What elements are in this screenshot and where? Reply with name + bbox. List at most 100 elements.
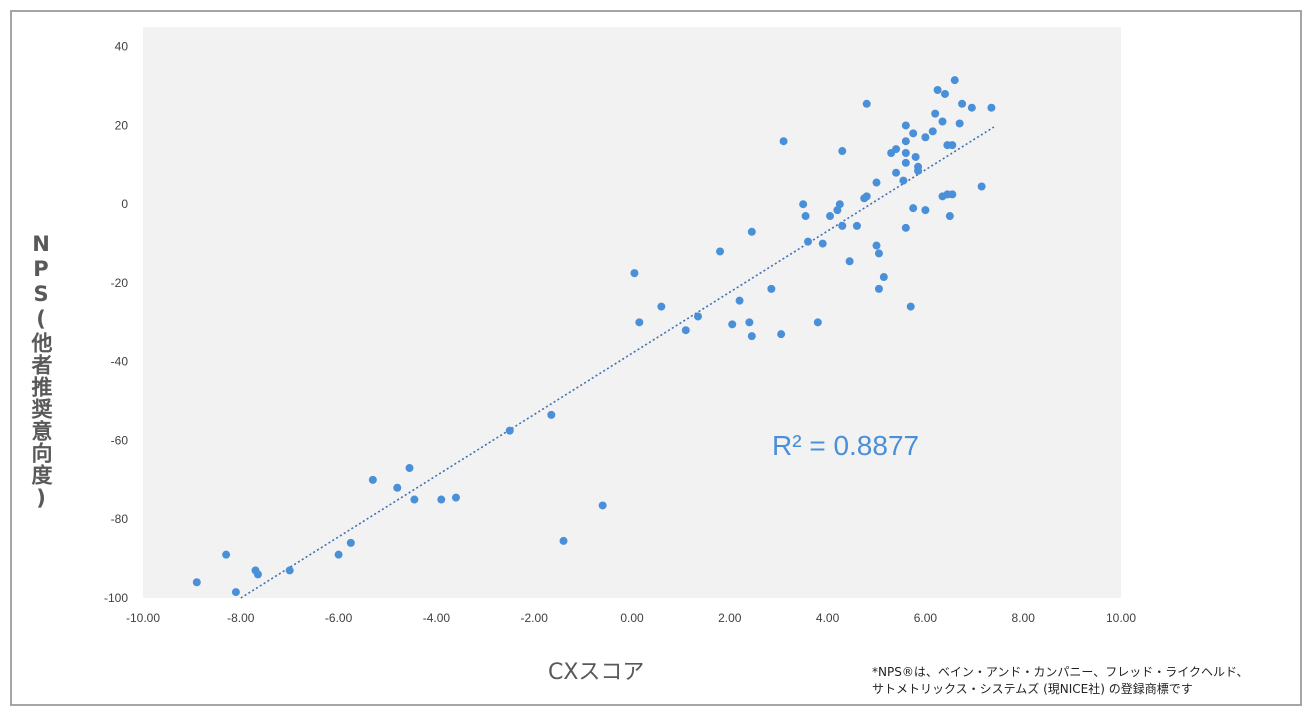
y-tick-label: -80 — [111, 512, 129, 526]
data-point — [735, 296, 744, 305]
x-tick-label: 10.00 — [1106, 611, 1136, 625]
data-point — [804, 237, 813, 246]
data-point — [813, 318, 822, 327]
data-point — [901, 223, 910, 232]
data-point — [253, 570, 262, 579]
data-point — [872, 241, 881, 250]
data-point — [728, 320, 737, 329]
x-tick-label: -2.00 — [521, 611, 549, 625]
data-point — [192, 578, 201, 587]
data-point — [928, 127, 937, 136]
data-point — [777, 330, 786, 339]
data-point — [231, 588, 240, 597]
data-point — [948, 141, 957, 150]
data-point — [909, 129, 918, 138]
x-axis-label: CXスコア — [548, 660, 645, 685]
data-point — [559, 536, 568, 545]
data-point — [901, 137, 910, 146]
x-tick-label: 4.00 — [816, 611, 840, 625]
data-point — [334, 550, 343, 559]
data-point — [657, 302, 666, 311]
data-point — [940, 89, 949, 98]
data-point — [437, 495, 446, 504]
r-squared-label: R² = 0.8877 — [772, 430, 919, 461]
x-tick-label: -4.00 — [423, 611, 451, 625]
footnote-line-2: サトメトリックス・システムズ (現NICE社) の登録商標です — [872, 682, 1193, 696]
x-tick-label: 2.00 — [718, 611, 742, 625]
x-tick-label: 0.00 — [620, 611, 644, 625]
data-point — [909, 204, 918, 213]
data-point — [799, 200, 808, 209]
data-point — [779, 137, 788, 146]
trademark-footnote: *NPS®は、ベイン・アンド・カンパニー、フレッド・ライクヘルド、 サトメトリッ… — [872, 664, 1292, 698]
data-point — [852, 221, 861, 230]
x-tick-label: -8.00 — [227, 611, 255, 625]
data-point — [899, 176, 908, 185]
data-point — [911, 152, 920, 161]
data-point — [892, 168, 901, 177]
y-tick-label: 40 — [115, 40, 129, 54]
data-point — [635, 318, 644, 327]
x-tick-label: -10.00 — [126, 611, 160, 625]
y-tick-label: 0 — [121, 197, 128, 211]
data-point — [950, 76, 959, 85]
data-points — [192, 76, 996, 597]
data-point — [874, 284, 883, 293]
y-tick-label: -40 — [111, 355, 129, 369]
data-point — [874, 249, 883, 258]
y-axis-label: NPS(他者推奨意向度) — [29, 232, 53, 511]
data-point — [879, 273, 888, 282]
data-point — [906, 302, 915, 311]
data-point — [346, 538, 355, 547]
data-point — [630, 269, 639, 278]
data-point — [410, 495, 419, 504]
data-point — [987, 103, 996, 112]
x-tick-label: 6.00 — [914, 611, 938, 625]
data-point — [921, 206, 930, 215]
footnote-line-1: *NPS®は、ベイン・アンド・カンパニー、フレッド・ライクヘルド、 — [872, 665, 1249, 679]
data-point — [598, 501, 607, 510]
data-point — [745, 318, 754, 327]
y-tick-label: -20 — [111, 276, 129, 290]
data-point — [945, 212, 954, 221]
data-point — [747, 332, 756, 341]
data-point — [801, 212, 810, 221]
plot-area — [143, 27, 1121, 598]
data-point — [862, 99, 871, 108]
data-point — [222, 550, 231, 559]
data-point — [872, 178, 881, 187]
data-point — [838, 147, 847, 156]
data-point — [716, 247, 725, 256]
x-axis-ticks: -10.00 -8.00 -6.00 -4.00 -2.00 0.00 2.00 4.00 6.… — [126, 611, 1136, 625]
data-point — [845, 257, 854, 266]
data-point — [393, 483, 402, 492]
data-point — [767, 284, 776, 293]
y-tick-label: 20 — [115, 118, 129, 132]
data-point — [914, 166, 923, 175]
data-point — [547, 410, 556, 419]
data-point — [747, 227, 756, 236]
data-point — [694, 312, 703, 321]
y-tick-label: -60 — [111, 433, 129, 447]
data-point — [901, 149, 910, 158]
y-axis-ticks: 40 20 0 -20 -40 -60 -80 -100 — [104, 40, 128, 605]
data-point — [451, 493, 460, 502]
data-point — [505, 426, 514, 435]
data-point — [892, 145, 901, 154]
x-tick-label: -6.00 — [325, 611, 353, 625]
data-point — [938, 117, 947, 126]
data-point — [862, 192, 871, 201]
data-point — [368, 475, 377, 484]
data-point — [933, 86, 942, 95]
data-point — [818, 239, 827, 248]
data-point — [921, 133, 930, 142]
data-point — [901, 121, 910, 130]
data-point — [285, 566, 294, 575]
data-point — [681, 326, 690, 335]
data-point — [405, 464, 414, 473]
data-point — [931, 109, 940, 118]
data-point — [977, 182, 986, 191]
data-point — [967, 103, 976, 112]
data-point — [838, 221, 847, 230]
data-point — [826, 212, 835, 221]
